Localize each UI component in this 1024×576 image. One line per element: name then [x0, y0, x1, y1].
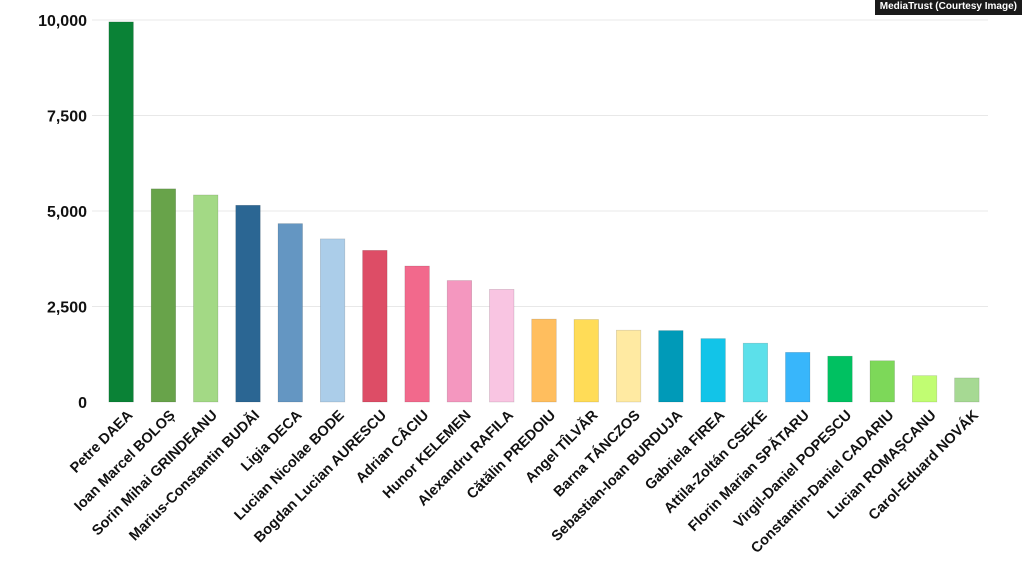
bar	[827, 355, 853, 403]
bar	[404, 265, 430, 403]
y-tick-label: 7,500	[47, 109, 87, 126]
bar	[616, 329, 642, 403]
y-tick-label: 2,500	[47, 300, 87, 317]
y-tick-label: 10,000	[38, 13, 87, 30]
bar	[150, 188, 176, 403]
gridlines	[92, 19, 988, 307]
x-tick-label: Adrian CÂCIU	[352, 406, 433, 487]
bar	[573, 319, 599, 403]
bar	[700, 338, 726, 403]
bar	[362, 250, 388, 403]
bar	[531, 318, 557, 403]
y-axis-tick-labels: 0 2,500 5,000 7,500 10,000	[38, 13, 87, 412]
bar	[912, 375, 938, 403]
bars	[108, 21, 980, 403]
bar	[742, 342, 768, 403]
bar	[489, 289, 515, 403]
bar	[235, 204, 261, 403]
bar	[785, 352, 811, 403]
bar	[658, 330, 684, 403]
bar	[320, 238, 346, 403]
bar	[446, 280, 472, 403]
y-tick-label: 5,000	[47, 204, 87, 221]
y-tick-label: 0	[78, 395, 87, 412]
bar	[954, 377, 980, 403]
x-tick-label: Angel TÎLVĂR	[521, 406, 602, 487]
bar	[277, 223, 303, 403]
bar	[869, 360, 895, 403]
bar	[193, 194, 219, 403]
bar	[108, 21, 134, 403]
image-credit-badge: MediaTrust (Courtesy Image)	[874, 0, 1022, 15]
